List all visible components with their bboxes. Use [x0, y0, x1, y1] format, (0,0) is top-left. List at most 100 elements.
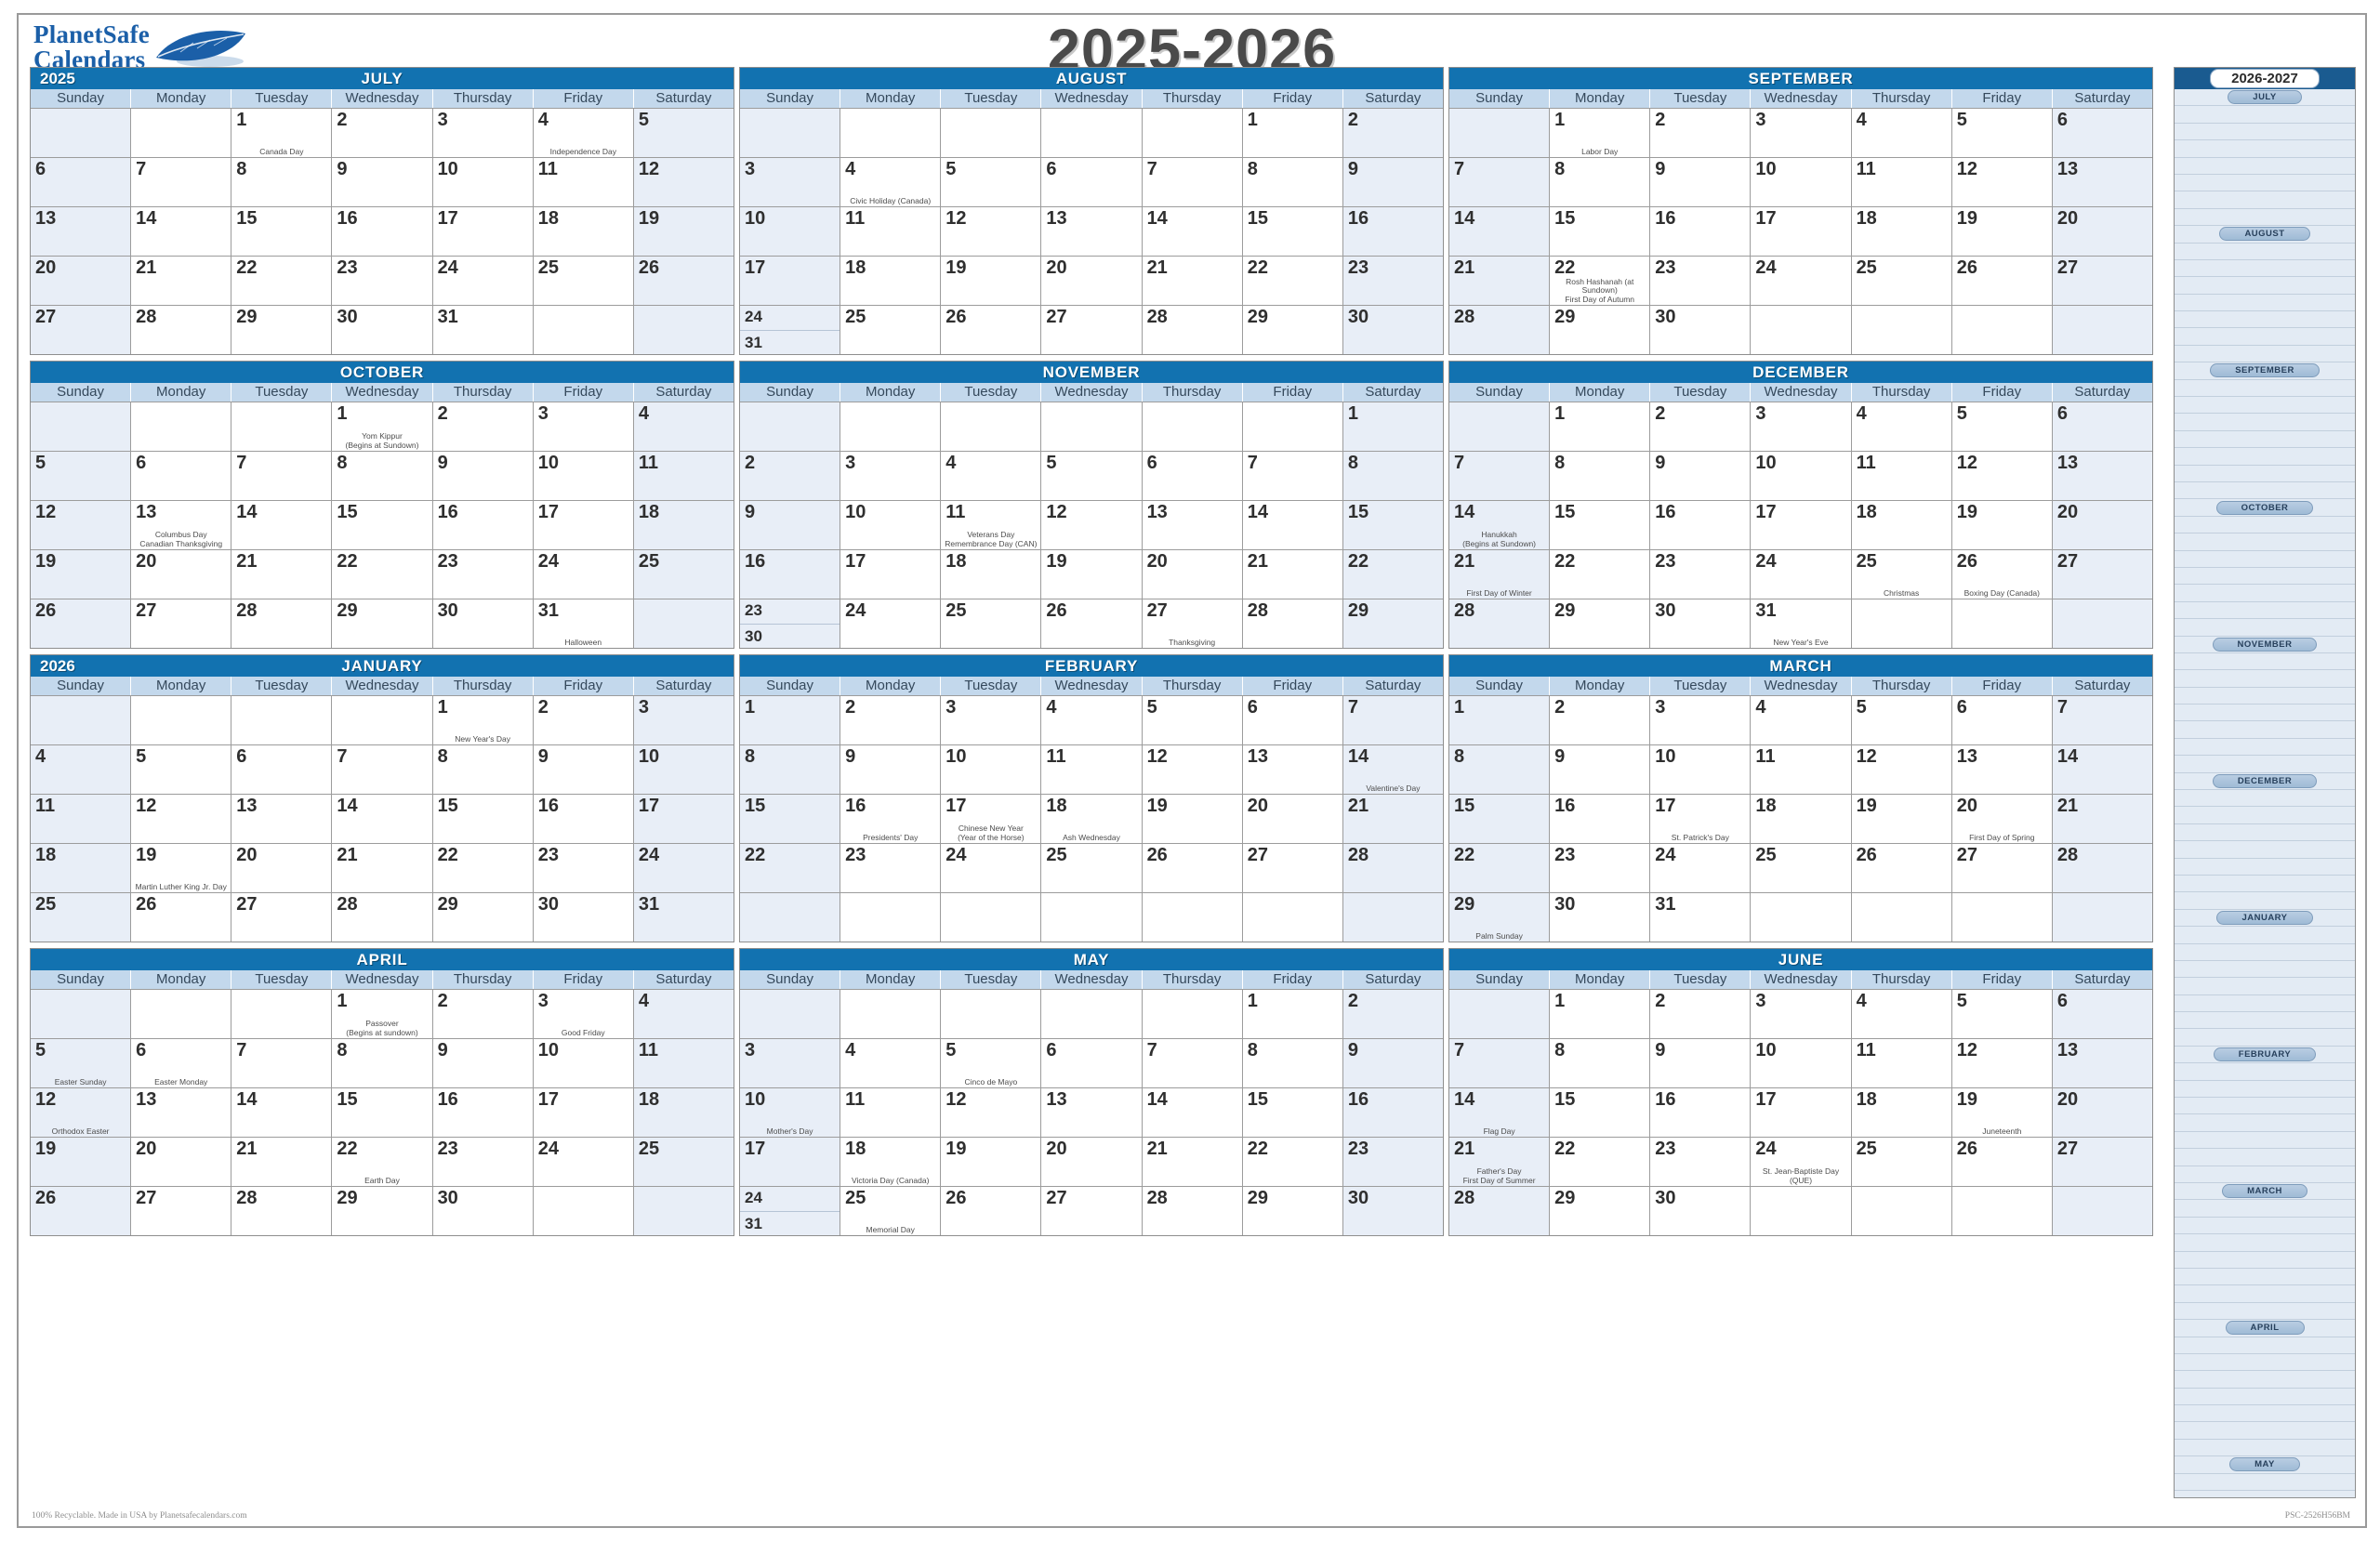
day-cell[interactable]: 21 Father's Day First Day of Summer — [1449, 1138, 1551, 1186]
day-cell[interactable]: 12 — [941, 207, 1042, 256]
day-cell[interactable]: 17 — [432, 207, 534, 256]
day-cell[interactable]: 8 — [1342, 452, 1443, 500]
day-cell[interactable]: 19 — [31, 550, 132, 599]
day-cell[interactable]: 14 Hanukkah (Begins at Sundown) — [1449, 501, 1551, 549]
day-cell[interactable]: 2 — [533, 696, 634, 744]
day-cell[interactable]: 23 — [1650, 1138, 1752, 1186]
day-cell[interactable]: 29 — [1242, 306, 1343, 354]
notes-write-line[interactable] — [2175, 551, 2355, 568]
notes-write-line[interactable] — [2175, 140, 2355, 158]
day-cell[interactable]: 17 — [533, 1088, 634, 1137]
day-cell[interactable]: 19 — [941, 257, 1042, 305]
day-cell[interactable]: 19 Juneteenth — [1951, 1088, 2053, 1137]
day-cell[interactable]: 8 — [1242, 158, 1343, 206]
day-cell[interactable]: 15 — [1242, 1088, 1343, 1137]
notes-write-line[interactable] — [2175, 158, 2355, 175]
day-cell[interactable]: 27 — [2052, 550, 2152, 599]
notes-write-line[interactable] — [2175, 756, 2355, 773]
day-cell[interactable]: 3 — [533, 402, 634, 451]
day-cell[interactable]: 7 — [1342, 696, 1443, 744]
day-cell[interactable] — [1851, 1187, 1952, 1235]
day-cell[interactable] — [2052, 599, 2152, 648]
day-cell[interactable]: 29 — [432, 893, 534, 942]
day-cell[interactable]: 15 — [432, 795, 534, 843]
day-cell[interactable] — [131, 109, 232, 157]
day-cell[interactable]: 20 — [2052, 1088, 2152, 1137]
day-cell[interactable]: 7 — [231, 452, 333, 500]
day-cell[interactable]: 17 — [633, 795, 734, 843]
day-cell[interactable]: 29 — [1550, 599, 1651, 648]
day-cell[interactable]: 2 — [1342, 990, 1443, 1038]
day-cell[interactable]: 3 — [1650, 696, 1752, 744]
day-cell[interactable]: 25 — [840, 306, 942, 354]
day-cell[interactable]: 26 — [31, 599, 132, 648]
day-cell[interactable] — [740, 109, 841, 157]
day-cell[interactable] — [1851, 306, 1952, 354]
day-cell[interactable] — [1041, 402, 1143, 451]
day-cell[interactable]: 3 — [1751, 990, 1852, 1038]
day-cell[interactable]: 24 St. Jean-Baptiste Day (QUE) — [1751, 1138, 1852, 1186]
day-cell[interactable]: 8 — [1550, 1039, 1651, 1087]
day-cell[interactable]: 1 — [1342, 402, 1443, 451]
notes-write-line[interactable] — [2175, 1303, 2355, 1321]
day-cell[interactable]: 16 — [332, 207, 433, 256]
day-cell[interactable]: 8 — [432, 745, 534, 794]
notes-write-line[interactable] — [2175, 397, 2355, 415]
day-cell[interactable]: 3 — [1751, 109, 1852, 157]
notes-write-line[interactable] — [2175, 431, 2355, 449]
day-cell[interactable] — [31, 696, 132, 744]
day-cell[interactable]: 12 Orthodox Easter — [31, 1088, 132, 1137]
day-cell[interactable] — [1041, 893, 1143, 942]
day-cell[interactable]: 18 — [533, 207, 634, 256]
notes-write-line[interactable] — [2175, 1491, 2355, 1497]
day-cell[interactable]: 6 — [1951, 696, 2053, 744]
day-cell[interactable]: 12 — [941, 1088, 1042, 1137]
day-cell[interactable]: 20 — [1041, 257, 1143, 305]
day-cell[interactable] — [533, 306, 634, 354]
day-cell[interactable]: 7 — [1449, 1039, 1551, 1087]
day-cell[interactable]: 11 — [533, 158, 634, 206]
day-cell[interactable]: 11 — [1851, 452, 1952, 500]
notes-write-line[interactable] — [2175, 961, 2355, 979]
notes-write-line[interactable] — [2175, 1405, 2355, 1423]
day-cell[interactable]: 2 — [432, 402, 534, 451]
day-cell[interactable]: 26 — [1951, 1138, 2053, 1186]
day-cell[interactable]: 12 — [1951, 158, 2053, 206]
day-cell[interactable]: 13 — [131, 1088, 232, 1137]
day-cell[interactable]: 7 — [1449, 158, 1551, 206]
day-cell[interactable]: 26 — [1041, 599, 1143, 648]
day-cell[interactable]: 13 — [31, 207, 132, 256]
day-cell[interactable]: 28 — [1449, 599, 1551, 648]
day-cell[interactable]: 22 — [1242, 257, 1343, 305]
day-cell[interactable]: 4 — [1041, 696, 1143, 744]
day-cell[interactable]: 26 — [31, 1187, 132, 1235]
day-cell[interactable]: 28 — [231, 599, 333, 648]
day-cell[interactable]: 25 — [1851, 1138, 1952, 1186]
day-cell[interactable]: 28 — [1142, 306, 1243, 354]
day-cell[interactable]: 5 — [1041, 452, 1143, 500]
day-cell[interactable]: 8 — [1242, 1039, 1343, 1087]
day-cell[interactable]: 11 — [1851, 1039, 1952, 1087]
day-cell[interactable]: 24 31 — [740, 1187, 841, 1235]
day-cell[interactable]: 13 — [1951, 745, 2053, 794]
day-cell[interactable]: 20 — [1242, 795, 1343, 843]
day-cell[interactable]: 10 — [533, 452, 634, 500]
day-cell[interactable] — [1951, 1187, 2053, 1235]
day-cell[interactable] — [2052, 1187, 2152, 1235]
notes-write-line[interactable] — [2175, 209, 2355, 227]
day-cell[interactable] — [1142, 402, 1243, 451]
day-cell[interactable]: 21 — [1449, 257, 1551, 305]
day-cell[interactable]: 13 — [2052, 158, 2152, 206]
day-cell[interactable] — [1142, 109, 1243, 157]
notes-write-line[interactable] — [2175, 1234, 2355, 1252]
day-cell[interactable]: 18 Ash Wednesday — [1041, 795, 1143, 843]
day-cell[interactable]: 7 — [1449, 452, 1551, 500]
day-cell[interactable]: 16 — [1342, 207, 1443, 256]
notes-write-line[interactable] — [2175, 944, 2355, 961]
day-cell[interactable]: 23 — [1650, 257, 1752, 305]
notes-write-line[interactable] — [2175, 978, 2355, 995]
day-cell[interactable]: 18 — [633, 501, 734, 549]
day-cell[interactable] — [633, 306, 734, 354]
day-cell[interactable]: 4 — [1851, 990, 1952, 1038]
day-cell[interactable]: 27 — [1951, 844, 2053, 892]
